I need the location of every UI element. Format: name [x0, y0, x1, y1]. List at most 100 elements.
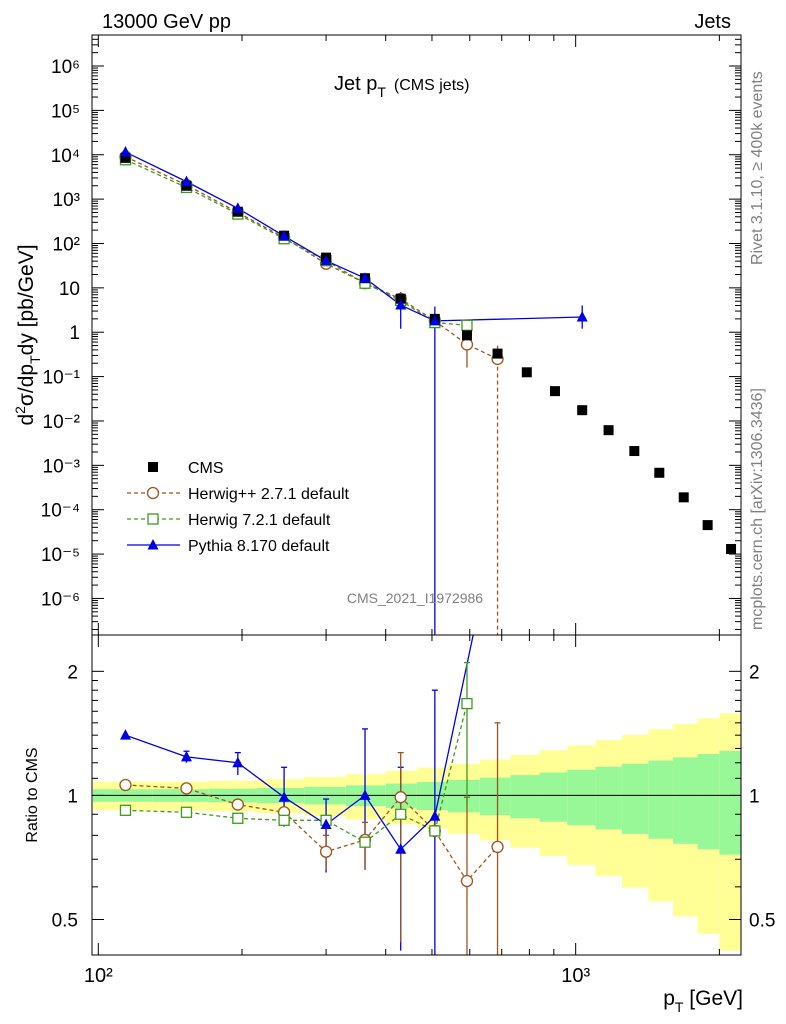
header-left: 13000 GeV pp [102, 11, 231, 33]
pythia-point [359, 272, 371, 283]
ratio-herwigpp-point [491, 840, 504, 854]
legend-marker [147, 513, 159, 525]
ratio-pythia-point [320, 818, 332, 829]
y-tick-label: 10⁴ [51, 146, 80, 167]
ratio-herwig7-point [180, 806, 193, 818]
ratio-pythia-point [429, 810, 441, 821]
ratio-herwig7-point [232, 812, 244, 824]
uncertainty-bands [93, 713, 741, 951]
cms-point [577, 405, 588, 416]
band-inner [697, 754, 720, 850]
cms-point [702, 520, 713, 531]
y-tick-label: 10⁻⁶ [41, 589, 80, 610]
y-tick-label: 10⁶ [51, 57, 80, 78]
ratio-herwigpp-point [460, 874, 474, 888]
ratio-pythia-point [359, 789, 371, 800]
ratio-herwigpp-line [125, 784, 499, 883]
y-axis-label-main: d2σ/dpTdy [pb/GeV] [12, 244, 43, 425]
data-series [119, 146, 737, 955]
ratio-herwigpp-point [119, 778, 132, 792]
pythia-point [429, 314, 441, 326]
ratio-y-tick-label-right: 1 [749, 786, 760, 807]
cms-point [603, 425, 614, 436]
y-tick-label: 10⁵ [51, 101, 80, 122]
pythia-point [320, 254, 332, 266]
pythia-point [232, 202, 244, 213]
ratio-herwig7-point [278, 814, 290, 826]
legend-marker [147, 539, 159, 550]
pythia-point [180, 175, 192, 187]
x-tick-label: 10² [84, 965, 113, 987]
y-axis-label-ratio: Ratio to CMS [24, 747, 41, 842]
cms-point [629, 446, 640, 457]
pythia-point [576, 311, 588, 322]
ratio-herwigpp-point [231, 798, 244, 811]
legend-label: CMS [188, 460, 224, 477]
y-tick-label: 10⁻³ [43, 456, 81, 477]
ratio-panel-frame [91, 634, 742, 956]
ratio-herwig7-point [359, 836, 371, 848]
ratio-pythia-point [180, 750, 192, 762]
band-inner [539, 772, 568, 822]
cms-point [549, 386, 560, 397]
ratio-y-tick-label-left: 2 [67, 662, 78, 683]
mcplots-reference-text: mcplots.cern.ch [arXiv:1306.3436] [749, 388, 766, 630]
rivet-version-text: Rivet 3.1.10, ≥ 400k events [749, 71, 766, 265]
y-tick-label: 10⁻² [43, 412, 81, 433]
band-inner [719, 750, 741, 855]
legend-label: Herwig++ 2.7.1 default [188, 486, 350, 503]
y-tick-label: 10³ [53, 190, 80, 211]
x-tick-label: 10³ [561, 965, 590, 987]
herwig7-point [461, 319, 473, 331]
analysis-watermark: CMS_2021_I1972986 [347, 590, 483, 606]
band-inner [673, 757, 698, 844]
y-tick-label: 10² [53, 234, 80, 255]
ratio-y-tick-label-right: 0.5 [749, 910, 775, 931]
herwigpp-point [460, 338, 474, 351]
cms-point [461, 330, 472, 341]
band-inner [595, 766, 622, 830]
ratio-pythia-point [119, 729, 131, 740]
cms-point [492, 348, 503, 359]
pythia-point [119, 146, 131, 157]
band-inner [648, 760, 674, 839]
band-inner [416, 781, 448, 811]
band-inner [479, 777, 511, 816]
ratio-pythia-point [395, 843, 407, 854]
ratio-herwig7-point [395, 808, 407, 820]
cms-point [395, 293, 406, 304]
axis-ticks: 10² 10³ 10⁶ 10⁵ 10⁴ 10³ 10² 10 1 10⁻¹ 10⁻² 10⁻³ 10⁻⁴… [41, 35, 775, 987]
ratio-herwig7-point [429, 825, 441, 837]
y-tick-label: 10⁻⁴ [41, 501, 80, 522]
band-inner [567, 769, 596, 826]
band-inner [621, 763, 649, 834]
ratio-herwigpp-point [180, 782, 193, 795]
pythia-point [278, 230, 290, 241]
legend: CMS Herwig++ 2.7.1 default Herwig 7.2.1 de… [127, 460, 350, 555]
y-tick-label: 10⁻⁵ [41, 545, 80, 566]
legend-marker [148, 462, 158, 472]
cms-point [654, 467, 665, 478]
band-inner [447, 779, 480, 813]
ratio-pythia-point [232, 756, 244, 768]
cms-point [120, 152, 131, 163]
y-tick-label: 10 [59, 279, 80, 300]
x-axis-label: pT [GeV] [663, 987, 743, 1015]
legend-marker [146, 486, 160, 500]
ratio-pythia-point [278, 791, 290, 802]
ratio-y-tick-label-left: 0.5 [52, 910, 78, 931]
header-right: Jets [694, 11, 731, 33]
y-tick-label: 10⁻¹ [43, 368, 81, 389]
ratio-herwig7-point [461, 697, 473, 710]
ratio-y-tick-label-left: 1 [67, 786, 78, 807]
legend-label: Herwig 7.2.1 default [188, 512, 331, 529]
pythia-point [395, 299, 407, 310]
plot-title: Jet pT (CMS jets) [334, 73, 469, 100]
legend-label: Pythia 8.170 default [188, 538, 330, 555]
cms-point [521, 367, 532, 378]
ratio-herwig7-line [125, 703, 468, 843]
ratio-herwigpp-point [394, 791, 407, 804]
ratio-herwigpp-point [319, 845, 333, 858]
y-tick-label: 1 [69, 323, 80, 344]
